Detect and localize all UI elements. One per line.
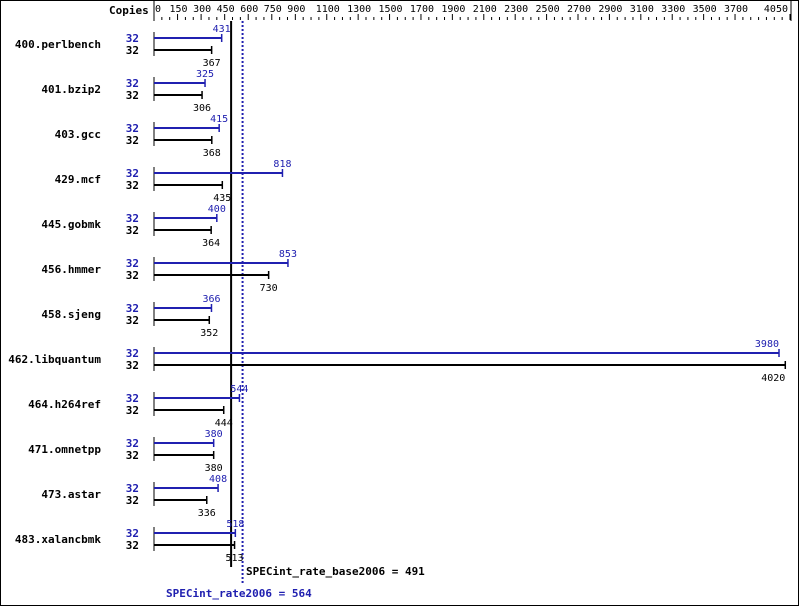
base-copies: 32 <box>126 449 139 462</box>
peak-value-label: 325 <box>196 69 214 80</box>
base-value-label: 368 <box>203 148 221 159</box>
peak-value-label: 518 <box>226 519 244 530</box>
peak-copies: 32 <box>126 77 139 90</box>
peak-value-label: 366 <box>202 294 220 305</box>
base-value-label: 336 <box>198 508 216 519</box>
peak-copies: 32 <box>126 482 139 495</box>
tick-label: 900 <box>287 4 305 15</box>
peak-value-label: 408 <box>209 474 227 485</box>
base-copies: 32 <box>126 494 139 507</box>
base-copies: 32 <box>126 359 139 372</box>
benchmark-label: 462.libquantum <box>8 353 101 366</box>
base-value-label: 435 <box>213 193 231 204</box>
peak-copies: 32 <box>126 212 139 225</box>
peak-copies: 32 <box>126 302 139 315</box>
peak-copies: 32 <box>126 122 139 135</box>
axis-label: Copies <box>109 4 149 17</box>
peak-copies: 32 <box>126 32 139 45</box>
base-copies: 32 <box>126 224 139 237</box>
benchmark-label: 456.hmmer <box>41 263 101 276</box>
base-copies: 32 <box>126 404 139 417</box>
tick-label: 1900 <box>441 4 465 15</box>
peak-value-label: 3980 <box>755 339 779 350</box>
tick-label: 2500 <box>536 4 560 15</box>
tick-label: 3700 <box>724 4 748 15</box>
peak-copies: 32 <box>126 392 139 405</box>
tick-label: 2100 <box>473 4 497 15</box>
benchmark-label: 471.omnetpp <box>28 443 101 456</box>
tick-label: 1300 <box>347 4 371 15</box>
benchmark-label: 445.gobmk <box>41 218 101 231</box>
tick-label: 750 <box>264 4 282 15</box>
tick-label: 600 <box>240 4 258 15</box>
tick-label: 0 <box>155 4 161 15</box>
tick-label: 1500 <box>379 4 403 15</box>
base-copies: 32 <box>126 44 139 57</box>
tick-label: 450 <box>217 4 235 15</box>
tick-label: 3500 <box>693 4 717 15</box>
base-copies: 32 <box>126 179 139 192</box>
tick-label: 1100 <box>316 4 340 15</box>
peak-value-label: 544 <box>230 384 248 395</box>
peak-copies: 32 <box>126 347 139 360</box>
peak-value-label: 380 <box>205 429 223 440</box>
benchmark-label: 429.mcf <box>55 173 101 186</box>
peak-value-label: 400 <box>208 204 226 215</box>
base-value-label: 730 <box>260 283 278 294</box>
benchmark-label: 464.h264ref <box>28 398 101 411</box>
base-value-label: 306 <box>193 103 211 114</box>
peak-value-label: 415 <box>210 114 228 125</box>
tick-label: 3100 <box>630 4 654 15</box>
peak-value-label: 431 <box>213 24 231 35</box>
benchmark-label: 473.astar <box>41 488 101 501</box>
benchmark-label: 403.gcc <box>55 128 101 141</box>
tick-label: 2900 <box>598 4 622 15</box>
tick-label: 300 <box>193 4 211 15</box>
tick-label: 150 <box>170 4 188 15</box>
base-copies: 32 <box>126 269 139 282</box>
base-summary-label: SPECint_rate_base2006 = 491 <box>246 565 425 578</box>
tick-label: 3300 <box>661 4 685 15</box>
peak-value-label: 818 <box>273 159 291 170</box>
base-copies: 32 <box>126 314 139 327</box>
base-value-label: 367 <box>203 58 221 69</box>
peak-copies: 32 <box>126 437 139 450</box>
benchmark-label: 401.bzip2 <box>41 83 101 96</box>
tick-label: 2700 <box>567 4 591 15</box>
base-value-label: 4020 <box>761 373 785 384</box>
peak-copies: 32 <box>126 167 139 180</box>
peak-copies: 32 <box>126 257 139 270</box>
peak-summary-label: SPECint_rate2006 = 564 <box>166 587 312 600</box>
benchmark-label: 458.sjeng <box>41 308 101 321</box>
tick-label: 1700 <box>410 4 434 15</box>
base-value-label: 352 <box>200 328 218 339</box>
tick-label: 4050 <box>764 4 788 15</box>
base-value-label: 380 <box>205 463 223 474</box>
base-value-label: 364 <box>202 238 220 249</box>
benchmark-label: 483.xalancbmk <box>15 533 101 546</box>
base-copies: 32 <box>126 134 139 147</box>
benchmark-label: 400.perlbench <box>15 38 101 51</box>
peak-copies: 32 <box>126 527 139 540</box>
base-copies: 32 <box>126 539 139 552</box>
base-value-label: 513 <box>226 553 244 564</box>
peak-value-label: 853 <box>279 249 297 260</box>
tick-label: 2300 <box>504 4 528 15</box>
base-value-label: 444 <box>215 418 233 429</box>
base-copies: 32 <box>126 89 139 102</box>
